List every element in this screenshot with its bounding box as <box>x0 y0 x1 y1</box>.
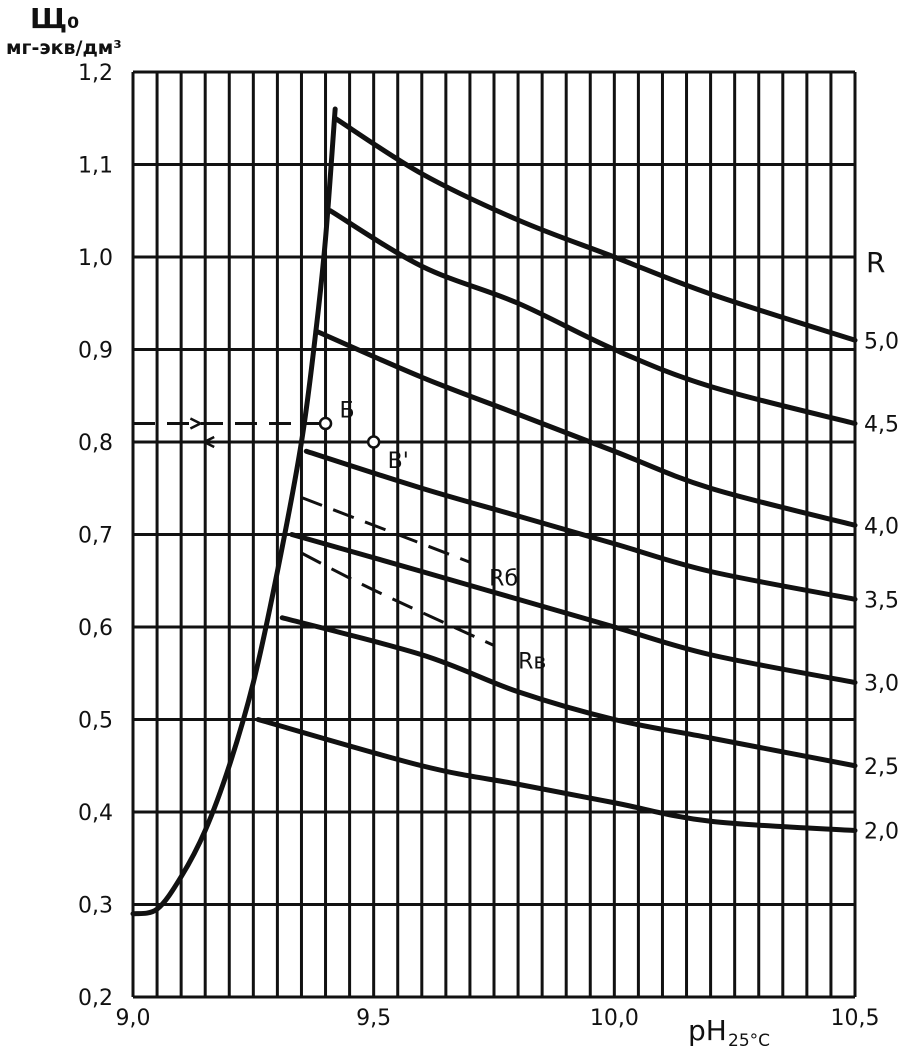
series-label: 2,0 <box>864 820 899 845</box>
grid <box>131 70 857 999</box>
series-line <box>303 448 858 602</box>
boundary-curve <box>130 106 338 917</box>
y-tick-label: 1,1 <box>78 154 113 179</box>
x-tick-label: 9,5 <box>356 1006 391 1031</box>
x-tick-label: 9,0 <box>116 1006 151 1031</box>
series-label: 5,0 <box>864 329 899 354</box>
series-label: 4,0 <box>864 514 899 539</box>
reference-arrow <box>189 417 204 430</box>
series-label: 4,5 <box>864 413 899 438</box>
y-tick-label: 0,3 <box>78 894 113 919</box>
series-label: 3,0 <box>864 672 899 697</box>
series-line <box>332 115 858 343</box>
dashed-curves <box>300 496 495 647</box>
y-tick-label: 1,0 <box>78 246 113 271</box>
dashed-curve <box>300 496 471 564</box>
series-label: 3,5 <box>864 588 899 613</box>
marker-label: Б <box>340 399 355 424</box>
series-line <box>327 208 858 426</box>
y-tick-label: 0,6 <box>78 616 113 641</box>
x-tick-labels: 9,0 9,5 10,0 10,5 <box>116 1006 880 1031</box>
x-tick-label: 10,5 <box>831 1006 880 1031</box>
annotations: Rб Rв <box>489 566 546 674</box>
annotation-label: Rв <box>518 650 546 675</box>
y-axis-label: Щ₀ <box>30 2 79 35</box>
x-tick-label: 10,0 <box>590 1006 639 1031</box>
annotation-label: Rб <box>489 566 518 591</box>
y-tick-label: 0,9 <box>78 339 113 364</box>
y-axis-unit: мг-экв/дм³ <box>6 37 122 59</box>
marker-label: В' <box>388 449 409 474</box>
dashed-curve <box>300 551 495 647</box>
y-tick-label: 0,5 <box>78 709 113 734</box>
reference-arrow <box>201 435 215 449</box>
y-tick-label: 1,2 <box>78 61 113 86</box>
y-tick-label: 0,8 <box>78 431 113 456</box>
x-axis-label-sub: 25°C <box>728 1031 770 1051</box>
y-tick-label: 0,2 <box>78 986 113 1011</box>
x-axis-label: pH <box>688 1014 727 1047</box>
y-tick-label: 0,7 <box>78 524 113 549</box>
series-label: 2,5 <box>864 755 899 780</box>
right-series-labels: 5,0 4,5 4,0 3,5 3,0 2,5 2,0 <box>864 329 899 844</box>
series-line <box>255 717 858 833</box>
marker-point <box>366 435 381 449</box>
series-line <box>313 328 858 528</box>
y-tick-label: 0,4 <box>78 801 113 826</box>
markers: Б В' <box>318 399 409 474</box>
series-line <box>279 615 858 769</box>
series-line <box>289 532 858 685</box>
marker-point <box>318 416 333 431</box>
y-tick-labels: 0,2 0,3 0,4 0,5 0,6 0,7 0,8 0,9 1,0 1,1 1,2 <box>78 61 113 1011</box>
curves <box>130 106 858 917</box>
reference-lines <box>133 417 552 449</box>
right-axis-title: R <box>866 246 885 279</box>
